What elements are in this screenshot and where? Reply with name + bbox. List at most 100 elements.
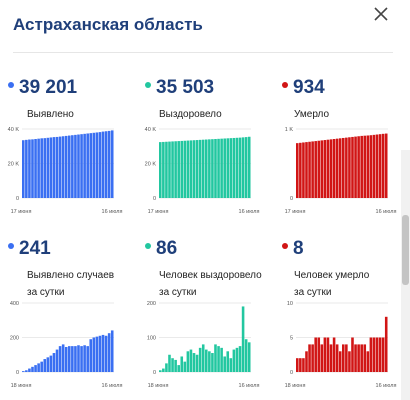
bar — [372, 337, 376, 372]
bar — [46, 357, 50, 372]
bar — [110, 130, 114, 198]
bar — [192, 140, 196, 198]
bar — [174, 359, 177, 372]
bar — [342, 137, 345, 198]
bar — [80, 134, 83, 198]
legend-dot — [145, 82, 151, 88]
bar — [338, 138, 342, 198]
bar — [238, 137, 242, 198]
bar — [363, 344, 367, 372]
bar — [363, 135, 367, 198]
bar — [165, 363, 168, 372]
bar — [168, 141, 171, 198]
bar — [22, 371, 25, 372]
bar — [305, 351, 308, 372]
bar — [183, 140, 187, 198]
bar — [296, 358, 299, 372]
bar — [326, 337, 330, 372]
bar — [320, 344, 324, 372]
bar — [71, 135, 74, 198]
bar — [43, 359, 47, 372]
x-tick-label: 17 июня — [148, 209, 169, 215]
close-icon[interactable] — [371, 4, 391, 24]
bar — [232, 137, 236, 198]
bar — [77, 345, 80, 372]
bar — [71, 346, 74, 372]
bar — [305, 142, 308, 198]
bar — [360, 344, 363, 372]
bar — [308, 141, 311, 198]
bar — [37, 138, 40, 198]
bar — [354, 344, 357, 372]
bar — [49, 137, 53, 198]
y-tick-label: 10 — [287, 301, 293, 307]
bar — [299, 142, 302, 198]
bar — [323, 140, 327, 198]
y-tick-label: 0 — [153, 370, 156, 376]
bar — [247, 342, 251, 372]
bar — [49, 355, 53, 372]
bar — [77, 134, 80, 198]
bar — [329, 139, 333, 198]
bar — [311, 141, 314, 198]
bar — [378, 337, 382, 372]
stat-label: Выявлено случаев за сутки — [27, 267, 114, 301]
bar — [375, 337, 379, 372]
bar — [92, 132, 96, 198]
bar — [338, 351, 342, 372]
bar — [345, 137, 348, 198]
legend-dot — [145, 243, 151, 249]
bar — [168, 354, 171, 372]
bar — [177, 141, 180, 198]
y-tick-label: 0 — [16, 370, 19, 376]
y-tick-label: 20 K — [8, 162, 20, 168]
bar — [208, 351, 211, 372]
chart-recovered-daily: 0 100 200 18 июня 16 июля — [139, 300, 260, 390]
bar — [25, 370, 28, 372]
bar — [195, 140, 199, 198]
x-tick-label: 18 июня — [11, 383, 32, 389]
x-tick-label: 16 июля — [102, 383, 123, 389]
bar — [58, 136, 62, 198]
x-tick-label: 16 июля — [376, 209, 397, 215]
bar — [180, 356, 184, 372]
chart-detected-daily: 0 200 400 18 июня 16 июля — [2, 300, 123, 390]
bar — [384, 133, 388, 198]
stat-label-line: за сутки — [294, 287, 332, 298]
bar — [55, 136, 59, 198]
bar — [98, 132, 102, 198]
bar — [299, 358, 302, 372]
bar — [326, 139, 330, 198]
stat-label: Человек умерло за сутки — [294, 267, 369, 301]
legend-dot — [282, 82, 288, 88]
bar — [369, 337, 373, 372]
bar — [31, 139, 34, 198]
chart-svg: 0 20 K 40 K 17 июня 16 июля — [8, 127, 123, 215]
bar — [174, 141, 177, 198]
stat-label: Умерло — [294, 109, 330, 120]
bar — [229, 138, 233, 198]
bar — [329, 344, 333, 372]
bar — [189, 140, 193, 198]
stat-value: 934 — [293, 77, 325, 98]
bar — [342, 344, 345, 372]
legend-dot — [8, 243, 14, 249]
page-title: Астраханская область — [13, 15, 203, 34]
bar — [351, 337, 354, 372]
bar — [52, 137, 56, 198]
x-tick-label: 16 июля — [239, 383, 260, 389]
bar — [351, 136, 354, 198]
bar — [28, 139, 31, 198]
bar — [335, 344, 339, 372]
bar — [348, 137, 351, 198]
stat-value: 8 — [293, 238, 304, 259]
bar — [89, 133, 93, 198]
bar — [320, 140, 324, 198]
bar — [80, 346, 83, 372]
bar — [229, 358, 233, 372]
chart-svg: 0 100 200 18 июня 16 июля — [147, 301, 260, 389]
bar — [357, 344, 360, 372]
chart-detected-cumulative: 0 20 K 40 K 17 июня 16 июля — [2, 126, 123, 216]
scrollbar-thumb[interactable] — [402, 215, 409, 285]
bar — [189, 349, 193, 372]
